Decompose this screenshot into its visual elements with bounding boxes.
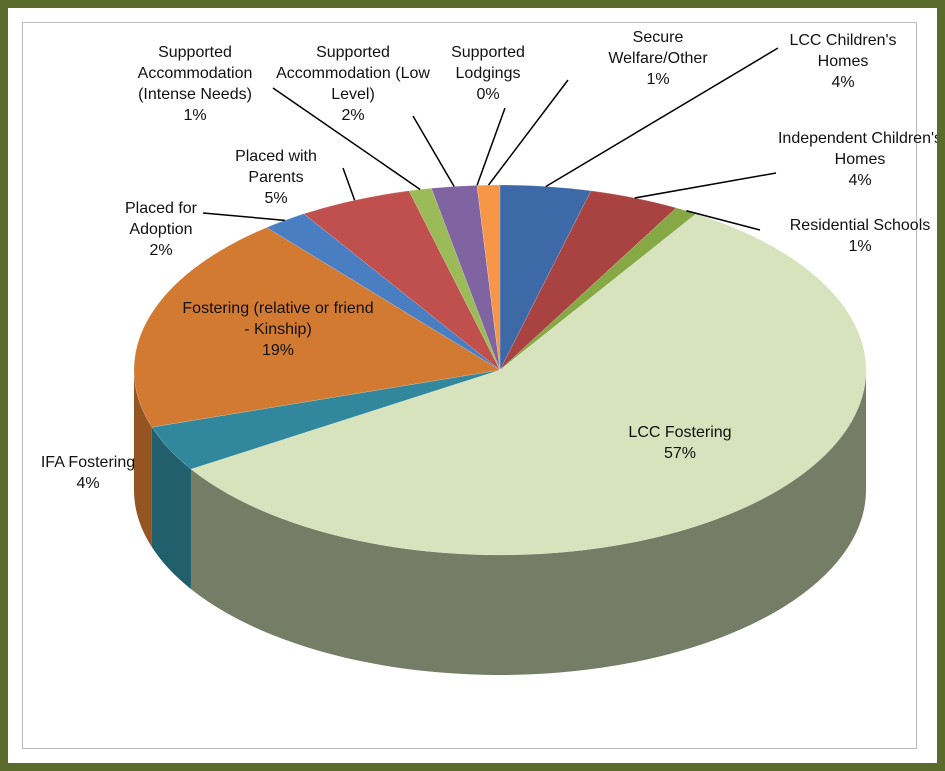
label-value: 1%	[848, 238, 872, 255]
label-value: 0%	[476, 86, 500, 103]
data-label: Residential Schools 1%	[770, 215, 937, 257]
leader-line	[634, 172, 777, 199]
leader-line	[342, 167, 356, 201]
slice-side	[151, 427, 191, 590]
label-name: Fostering (relative or friend - Kinship)	[182, 300, 374, 338]
leader-line	[487, 79, 569, 186]
data-label: Placed with Parents 5%	[221, 146, 331, 209]
data-label: LCC Fostering 57%	[600, 422, 760, 464]
leader-line	[686, 210, 761, 231]
slice-side	[134, 370, 152, 548]
plot-border	[22, 22, 917, 749]
data-label: Secure Welfare/Other 1%	[593, 27, 723, 90]
leader-line	[476, 107, 506, 186]
data-label: Placed for Adoption 2%	[106, 198, 216, 261]
label-value: 2%	[341, 107, 365, 124]
data-label: LCC Children's Homes 4%	[778, 30, 908, 93]
slice	[133, 227, 501, 428]
label-name: Secure Welfare/Other	[608, 29, 708, 67]
label-value: 4%	[831, 74, 855, 91]
data-label: Supported Accommodation (Intense Needs) 1…	[115, 42, 275, 126]
label-name: Supported Lodgings	[451, 44, 525, 82]
label-value: 5%	[264, 190, 288, 207]
data-label: Supported Accommodation (Low Level) 2%	[273, 42, 433, 126]
slice	[151, 369, 501, 470]
label-value: 57%	[663, 445, 697, 462]
data-label: Supported Lodgings 0%	[433, 42, 543, 105]
label-name: Placed for Adoption	[124, 200, 198, 238]
chart	[133, 47, 867, 675]
label-value: 1%	[183, 107, 207, 124]
label-name: LCC Children's Homes	[789, 32, 897, 70]
label-value: 1%	[646, 71, 670, 88]
label-value: 2%	[149, 242, 173, 259]
leader-line	[272, 87, 421, 191]
slice	[190, 213, 867, 556]
leader-line	[545, 47, 779, 188]
label-value: 4%	[76, 475, 100, 492]
label-name: Supported Accommodation (Intense Needs)	[137, 44, 253, 103]
label-name: IFA Fostering	[40, 454, 136, 471]
leader-line	[412, 115, 455, 187]
data-label: IFA Fostering 4%	[18, 452, 158, 494]
data-label: Independent Children's Homes 4%	[775, 128, 943, 191]
label-value: 4%	[848, 172, 872, 189]
leader-line	[202, 212, 285, 222]
data-label: Fostering (relative or friend - Kinship)…	[178, 298, 378, 361]
label-name: Supported Accommodation (Low Level)	[276, 44, 430, 103]
slice-side	[190, 370, 867, 675]
label-name: Residential Schools	[789, 217, 931, 234]
label-value: 19%	[261, 342, 295, 359]
label-name: LCC Fostering	[628, 424, 732, 441]
label-name: Independent Children's Homes	[777, 130, 943, 168]
label-name: Placed with Parents	[235, 148, 317, 186]
